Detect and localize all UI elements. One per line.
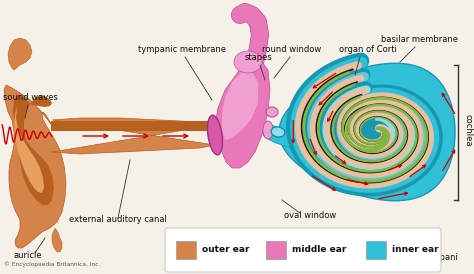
Text: outer ear: outer ear bbox=[202, 246, 249, 255]
Polygon shape bbox=[222, 72, 258, 140]
Ellipse shape bbox=[263, 121, 273, 139]
Text: scala tympani: scala tympani bbox=[399, 253, 457, 262]
Text: external auditory canal: external auditory canal bbox=[69, 215, 167, 224]
Text: organ of Corti: organ of Corti bbox=[339, 45, 397, 54]
Text: round window: round window bbox=[263, 45, 322, 54]
FancyBboxPatch shape bbox=[51, 121, 216, 131]
Text: oval window: oval window bbox=[284, 211, 336, 220]
Ellipse shape bbox=[208, 115, 222, 155]
Text: stapes: stapes bbox=[244, 53, 272, 62]
Polygon shape bbox=[279, 63, 455, 201]
Text: inner ear: inner ear bbox=[392, 246, 438, 255]
Polygon shape bbox=[14, 100, 44, 193]
Bar bbox=[366, 241, 386, 259]
Ellipse shape bbox=[271, 127, 285, 137]
Text: basilar membrane: basilar membrane bbox=[382, 35, 458, 44]
Text: tympanic membrane: tympanic membrane bbox=[138, 45, 226, 54]
Polygon shape bbox=[212, 62, 270, 168]
Text: auricle: auricle bbox=[14, 251, 42, 260]
Ellipse shape bbox=[234, 51, 262, 73]
Text: scala vestibuli: scala vestibuli bbox=[335, 253, 395, 262]
Bar bbox=[266, 241, 286, 259]
Polygon shape bbox=[52, 228, 62, 252]
Text: sound waves: sound waves bbox=[2, 93, 57, 102]
Text: malleus: malleus bbox=[203, 253, 237, 262]
Polygon shape bbox=[4, 85, 66, 248]
Polygon shape bbox=[13, 95, 54, 205]
Bar bbox=[176, 241, 196, 259]
FancyBboxPatch shape bbox=[165, 228, 441, 272]
Text: incus: incus bbox=[261, 253, 283, 262]
Text: middle ear: middle ear bbox=[292, 246, 346, 255]
Polygon shape bbox=[8, 38, 32, 70]
Polygon shape bbox=[52, 118, 215, 154]
Text: © Encyclopaedia Britannica, Inc.: © Encyclopaedia Britannica, Inc. bbox=[4, 261, 100, 267]
Ellipse shape bbox=[266, 107, 278, 117]
Text: cochlea: cochlea bbox=[464, 114, 473, 146]
